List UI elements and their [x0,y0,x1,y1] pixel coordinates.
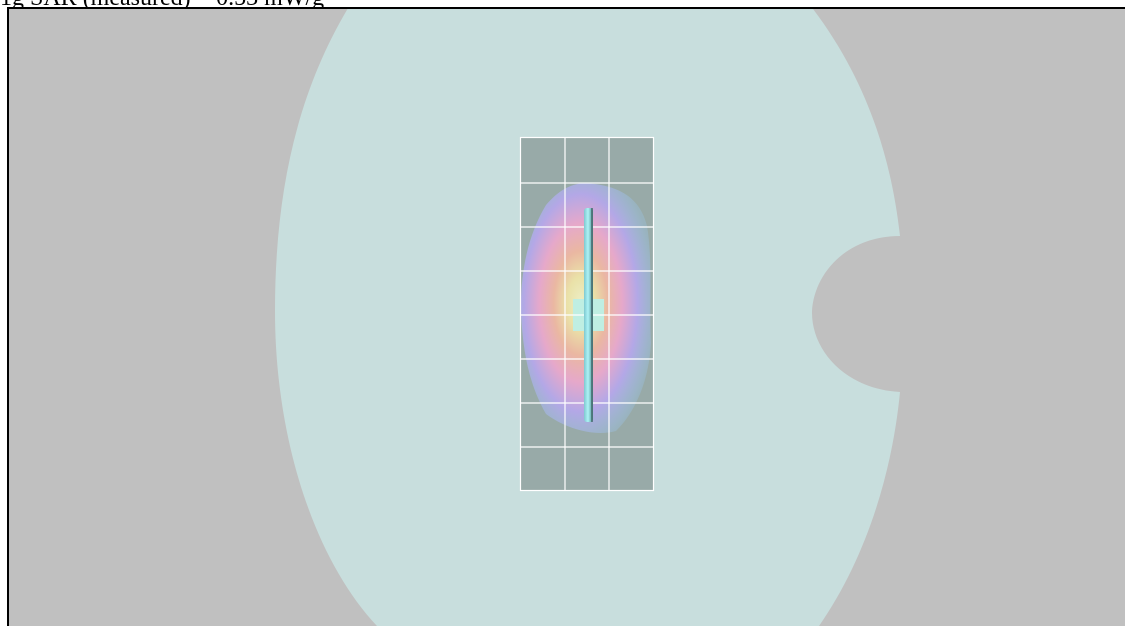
sar-scene [9,9,1125,626]
dipole-antenna [584,208,593,422]
sar-caption: 1g SAR (measured) = 0.53 mW/g [0,0,1125,11]
measurement-viewport [7,7,1125,626]
sar-caption-text: 1g SAR (measured) = 0.53 mW/g [0,0,324,11]
dipole-antenna-edge [591,208,593,422]
